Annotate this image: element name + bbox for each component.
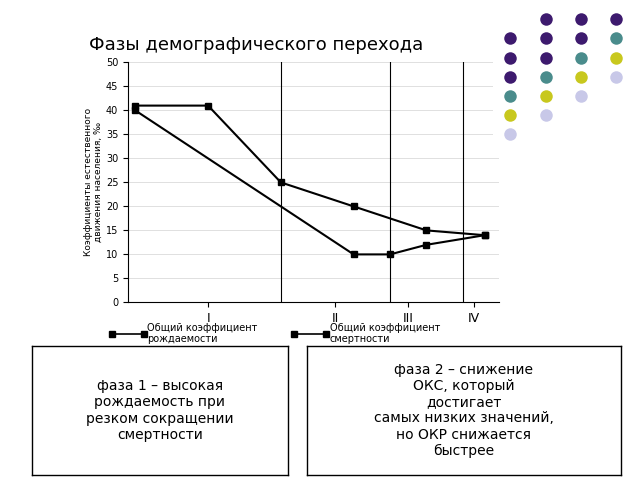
Text: Общий коэффициент
рождаемости: Общий коэффициент рождаемости xyxy=(147,323,257,345)
Text: фаза 1 – высокая
рождаемость при
резком сокращении
смертности: фаза 1 – высокая рождаемость при резком … xyxy=(86,379,234,442)
Y-axis label: Коэффициенты естественного
движения населения, ‰: Коэффициенты естественного движения насе… xyxy=(84,108,103,256)
Text: Фазы демографического перехода: Фазы демографического перехода xyxy=(89,36,423,54)
Text: фаза 2 – снижение
ОКС, который
достигает
самых низких значений,
но ОКР снижается: фаза 2 – снижение ОКС, который достигает… xyxy=(374,363,554,458)
Text: Общий коэффициент
смертности: Общий коэффициент смертности xyxy=(330,323,440,345)
